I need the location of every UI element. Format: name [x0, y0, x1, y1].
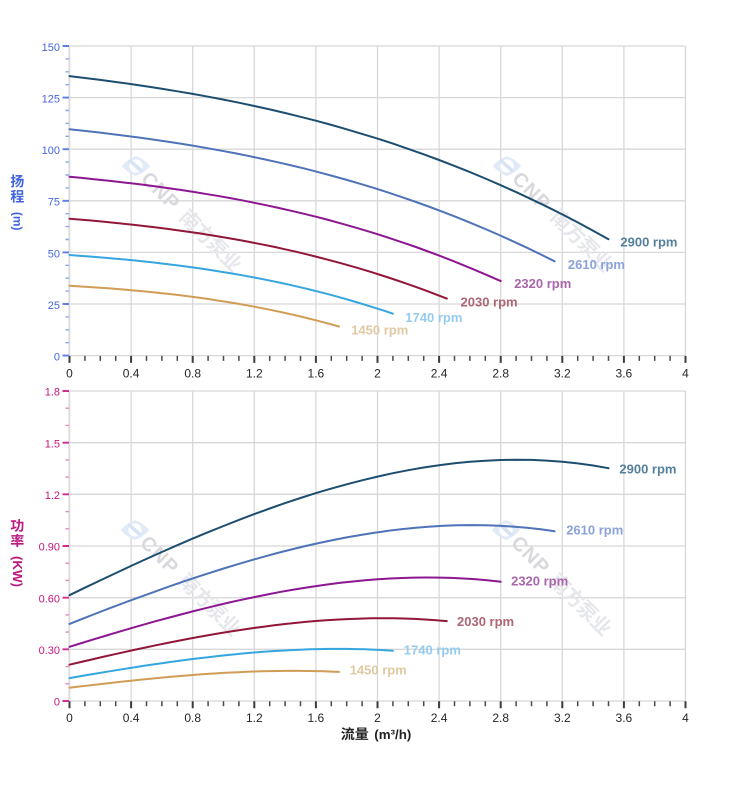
svg-text:0.8: 0.8 [184, 366, 201, 380]
svg-text:(m³/h): (m³/h) [374, 727, 411, 742]
svg-text:2.8: 2.8 [492, 366, 509, 380]
svg-text:2610 rpm: 2610 rpm [566, 523, 623, 538]
svg-text:4: 4 [682, 366, 689, 380]
svg-text:3.2: 3.2 [554, 366, 571, 380]
svg-text:2030 rpm: 2030 rpm [457, 614, 514, 629]
svg-text:0: 0 [66, 711, 73, 725]
svg-text:0.4: 0.4 [123, 366, 140, 380]
svg-text:0.30: 0.30 [39, 645, 60, 657]
svg-text:2.4: 2.4 [431, 711, 448, 725]
svg-text:1.2: 1.2 [246, 711, 263, 725]
svg-text:1.5: 1.5 [45, 438, 60, 450]
svg-text:0: 0 [66, 366, 73, 380]
svg-text:0.90: 0.90 [39, 542, 60, 554]
svg-text:25: 25 [48, 300, 60, 312]
svg-text:50: 50 [48, 248, 60, 260]
svg-text:75: 75 [48, 197, 60, 209]
svg-text:3.2: 3.2 [554, 711, 571, 725]
svg-text:3.6: 3.6 [616, 711, 633, 725]
svg-text:2030 rpm: 2030 rpm [461, 295, 518, 310]
svg-text:100: 100 [42, 145, 60, 157]
svg-text:1740 rpm: 1740 rpm [404, 643, 461, 658]
svg-text:1.2: 1.2 [246, 366, 263, 380]
svg-text:1740 rpm: 1740 rpm [405, 310, 462, 325]
svg-text:2320 rpm: 2320 rpm [514, 276, 571, 291]
svg-text:(KW): (KW) [10, 556, 25, 587]
svg-text:3.6: 3.6 [616, 366, 633, 380]
svg-text:1.6: 1.6 [308, 366, 325, 380]
svg-text:2610 rpm: 2610 rpm [568, 257, 625, 272]
svg-text:2900 rpm: 2900 rpm [619, 462, 676, 477]
svg-text:0: 0 [54, 697, 60, 709]
svg-text:2320 rpm: 2320 rpm [511, 574, 568, 589]
svg-text:2900 rpm: 2900 rpm [620, 235, 677, 250]
svg-text:0.8: 0.8 [184, 711, 201, 725]
svg-text:0.4: 0.4 [123, 711, 140, 725]
svg-text:(m): (m) [11, 212, 25, 231]
svg-text:125: 125 [42, 94, 60, 106]
svg-text:2.8: 2.8 [492, 711, 509, 725]
svg-text:1.6: 1.6 [308, 711, 325, 725]
svg-text:2: 2 [374, 366, 381, 380]
svg-text:2: 2 [374, 711, 381, 725]
svg-text:150: 150 [42, 42, 60, 54]
svg-text:1450 rpm: 1450 rpm [351, 323, 408, 338]
svg-text:2.4: 2.4 [431, 366, 448, 380]
svg-text:1.8: 1.8 [45, 387, 60, 399]
svg-text:0.60: 0.60 [39, 593, 60, 605]
svg-text:1450 rpm: 1450 rpm [350, 663, 407, 678]
svg-text:0: 0 [54, 352, 60, 364]
svg-text:4: 4 [682, 711, 689, 725]
svg-text:1.2: 1.2 [45, 490, 60, 502]
